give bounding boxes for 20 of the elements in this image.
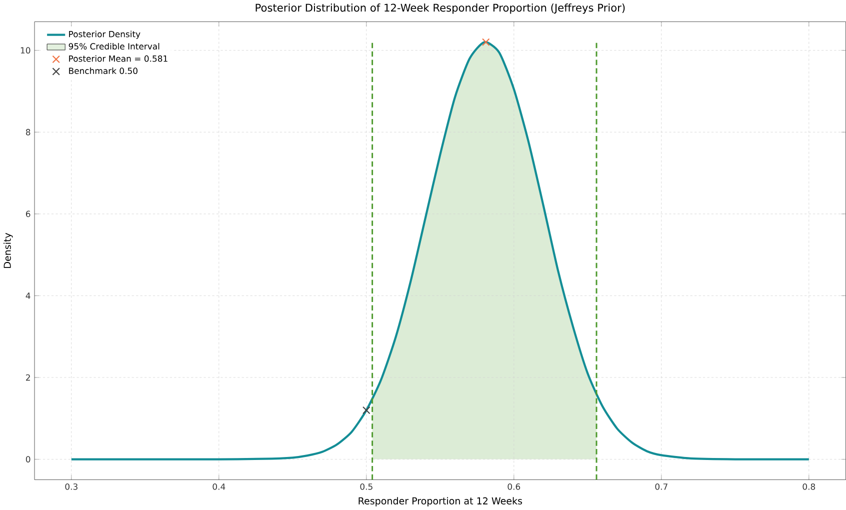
y-tick-label: 10: [20, 47, 30, 54]
legend-label: 95% Credible Interval: [68, 43, 160, 50]
y-tick-label: 4: [26, 292, 30, 299]
legend-label: Posterior Density: [69, 30, 140, 39]
y-tick-label: 0: [26, 456, 30, 463]
y-tick-label: 6: [26, 210, 30, 218]
x-tick-label: 0.4: [212, 484, 226, 490]
y-tick-label: 8: [26, 128, 30, 136]
line-series: [70, 41, 810, 460]
x-tick-label: 0.5: [360, 484, 372, 490]
y-tick-label: 2: [26, 374, 30, 381]
x-tick-label: 0.8: [802, 484, 816, 490]
x-tick-label: 0.7: [655, 484, 668, 490]
x-axis-title: Responder Proportion at 12 Weeks: [358, 497, 522, 506]
x-tick-label: 0.6: [508, 484, 520, 490]
y-axis-title: Density: [4, 232, 13, 268]
legend-label: Posterior Mean = 0.581: [69, 55, 168, 62]
chart-title: Posterior Distribution of 12-Week Responder Proportion (Jeffreys Prior): [256, 4, 625, 14]
x-tick-label: 0.3: [65, 484, 78, 490]
legend-label: Benchmark 0.50: [69, 68, 138, 74]
